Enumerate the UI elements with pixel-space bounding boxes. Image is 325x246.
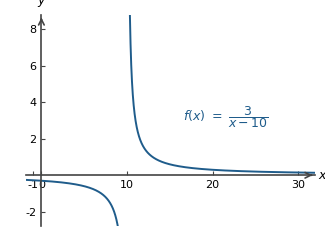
Text: y: y (38, 0, 45, 7)
Text: x: x (319, 169, 325, 182)
Text: $f(x)\ =\ \dfrac{3}{x-10}$: $f(x)\ =\ \dfrac{3}{x-10}$ (183, 104, 268, 130)
